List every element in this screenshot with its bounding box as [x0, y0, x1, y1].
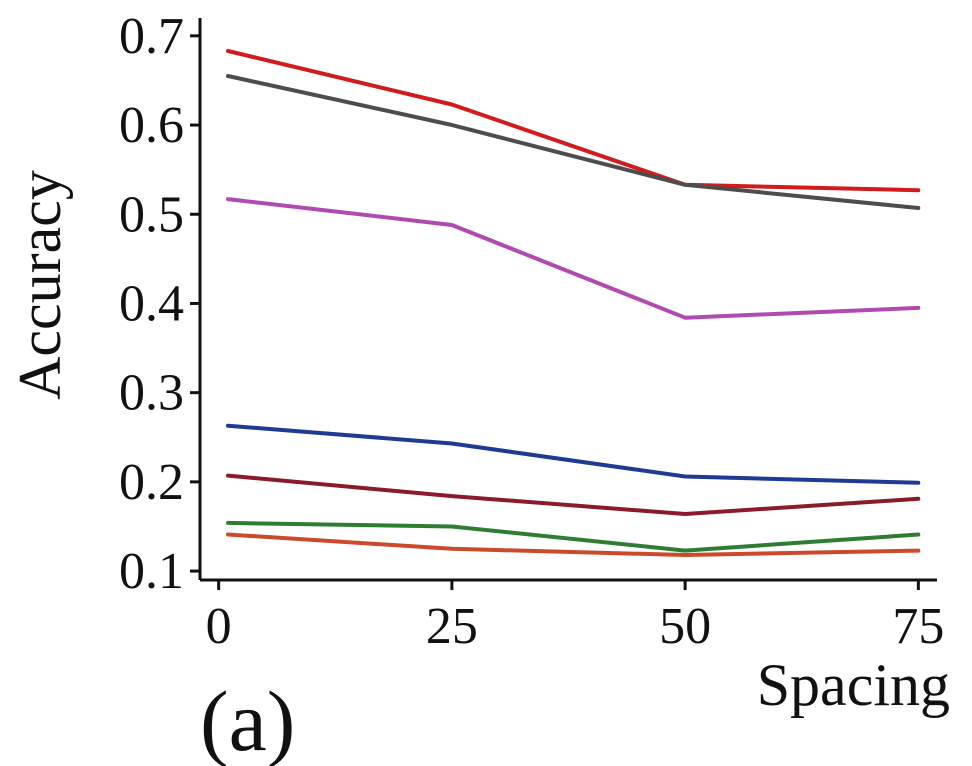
y-tick-label: 0.3: [119, 365, 184, 422]
y-tick-label: 0.7: [119, 8, 184, 65]
x-tick-label: 50: [659, 598, 711, 655]
y-tick-label: 0.5: [119, 186, 184, 243]
x-tick-label: 0: [206, 598, 232, 655]
x-axis-label: Spacing: [757, 652, 950, 718]
y-ticks: 0.1 0.2 0.3 0.4 0.5 0.6 0.7: [119, 8, 200, 600]
axes: [200, 18, 937, 580]
y-tick-label: 0.4: [119, 275, 184, 332]
series-line-1: [228, 51, 918, 190]
x-ticks: 0 25 50 75: [206, 580, 945, 655]
series-line-6: [228, 523, 918, 551]
y-tick-label: 0.6: [119, 97, 184, 154]
series-line-3: [228, 199, 918, 318]
y-tick-label: 0.1: [119, 543, 184, 600]
series-layer: [228, 51, 918, 555]
x-tick-label: 75: [892, 598, 944, 655]
y-axis-label: Accuracy: [7, 170, 73, 400]
x-tick-label: 25: [426, 598, 478, 655]
y-tick-label: 0.2: [119, 454, 184, 511]
panel-label: (a): [200, 673, 295, 766]
series-line-4: [228, 426, 918, 483]
